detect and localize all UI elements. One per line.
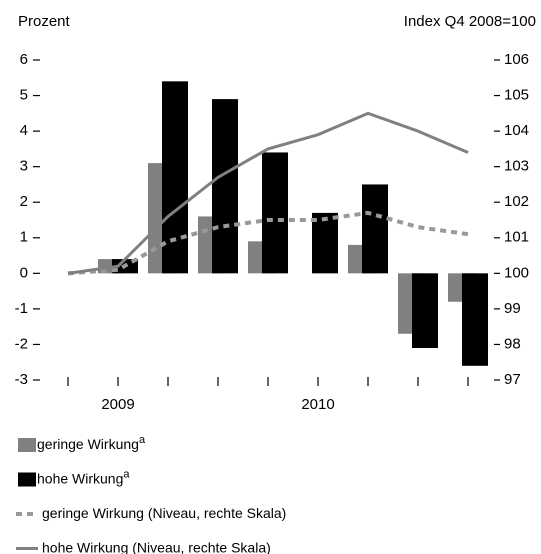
bar [462, 273, 488, 366]
line [67, 111, 469, 275]
y-axis-title: Prozent [18, 13, 71, 30]
legend-swatch [18, 472, 36, 487]
legend-label: hohe Wirkunga [37, 468, 130, 486]
legend-label: geringe Wirkung (Niveau, rechte Skala) [42, 505, 286, 521]
y-tick-label: 6 [20, 51, 28, 68]
y2-tick-label: 100 [504, 264, 529, 281]
y2-tick-label: 102 [504, 193, 529, 210]
y-tick-label: 1 [20, 229, 28, 246]
legend-label: hohe Wirkung (Niveau, rechte Skala) [42, 539, 271, 554]
legend-note: a [139, 434, 146, 446]
bar [212, 99, 238, 274]
x-tick-label: 2010 [301, 396, 334, 413]
x-tick-label: 2009 [101, 396, 134, 413]
y-tick-label: 3 [20, 158, 28, 175]
legend-note: a [123, 468, 130, 480]
bar [362, 184, 388, 274]
legend-text: geringe Wirkung (Niveau, rechte Skala) [42, 505, 286, 521]
line [67, 210, 469, 276]
y-tick-label: -3 [15, 371, 28, 388]
y-tick-label: 2 [20, 193, 28, 210]
legend-text: hohe Wirkung [37, 470, 123, 486]
legend-text: hohe Wirkung (Niveau, rechte Skala) [42, 539, 271, 554]
y2-tick-label: 106 [504, 51, 529, 68]
legend-swatch [18, 438, 36, 452]
y2-tick-label: 97 [504, 371, 521, 388]
bar [412, 273, 438, 348]
y-tick-label: 0 [20, 264, 28, 281]
y-tick-label: 4 [20, 122, 28, 139]
y2-axis-title: Index Q4 2008=100 [404, 13, 536, 30]
y-tick-label: -1 [15, 300, 28, 317]
bar [312, 212, 338, 274]
y-tick-label: 5 [20, 87, 28, 104]
y2-tick-label: 105 [504, 87, 529, 104]
legend-text: geringe Wirkung [37, 436, 139, 452]
y2-tick-label: 103 [504, 158, 529, 175]
y2-tick-label: 99 [504, 300, 521, 317]
y-tick-label: -2 [15, 335, 28, 352]
y2-tick-label: 98 [504, 335, 521, 352]
bar [262, 152, 288, 274]
legend-label: geringe Wirkunga [37, 434, 146, 452]
y2-tick-label: 101 [504, 229, 529, 246]
y2-tick-label: 104 [504, 122, 529, 139]
